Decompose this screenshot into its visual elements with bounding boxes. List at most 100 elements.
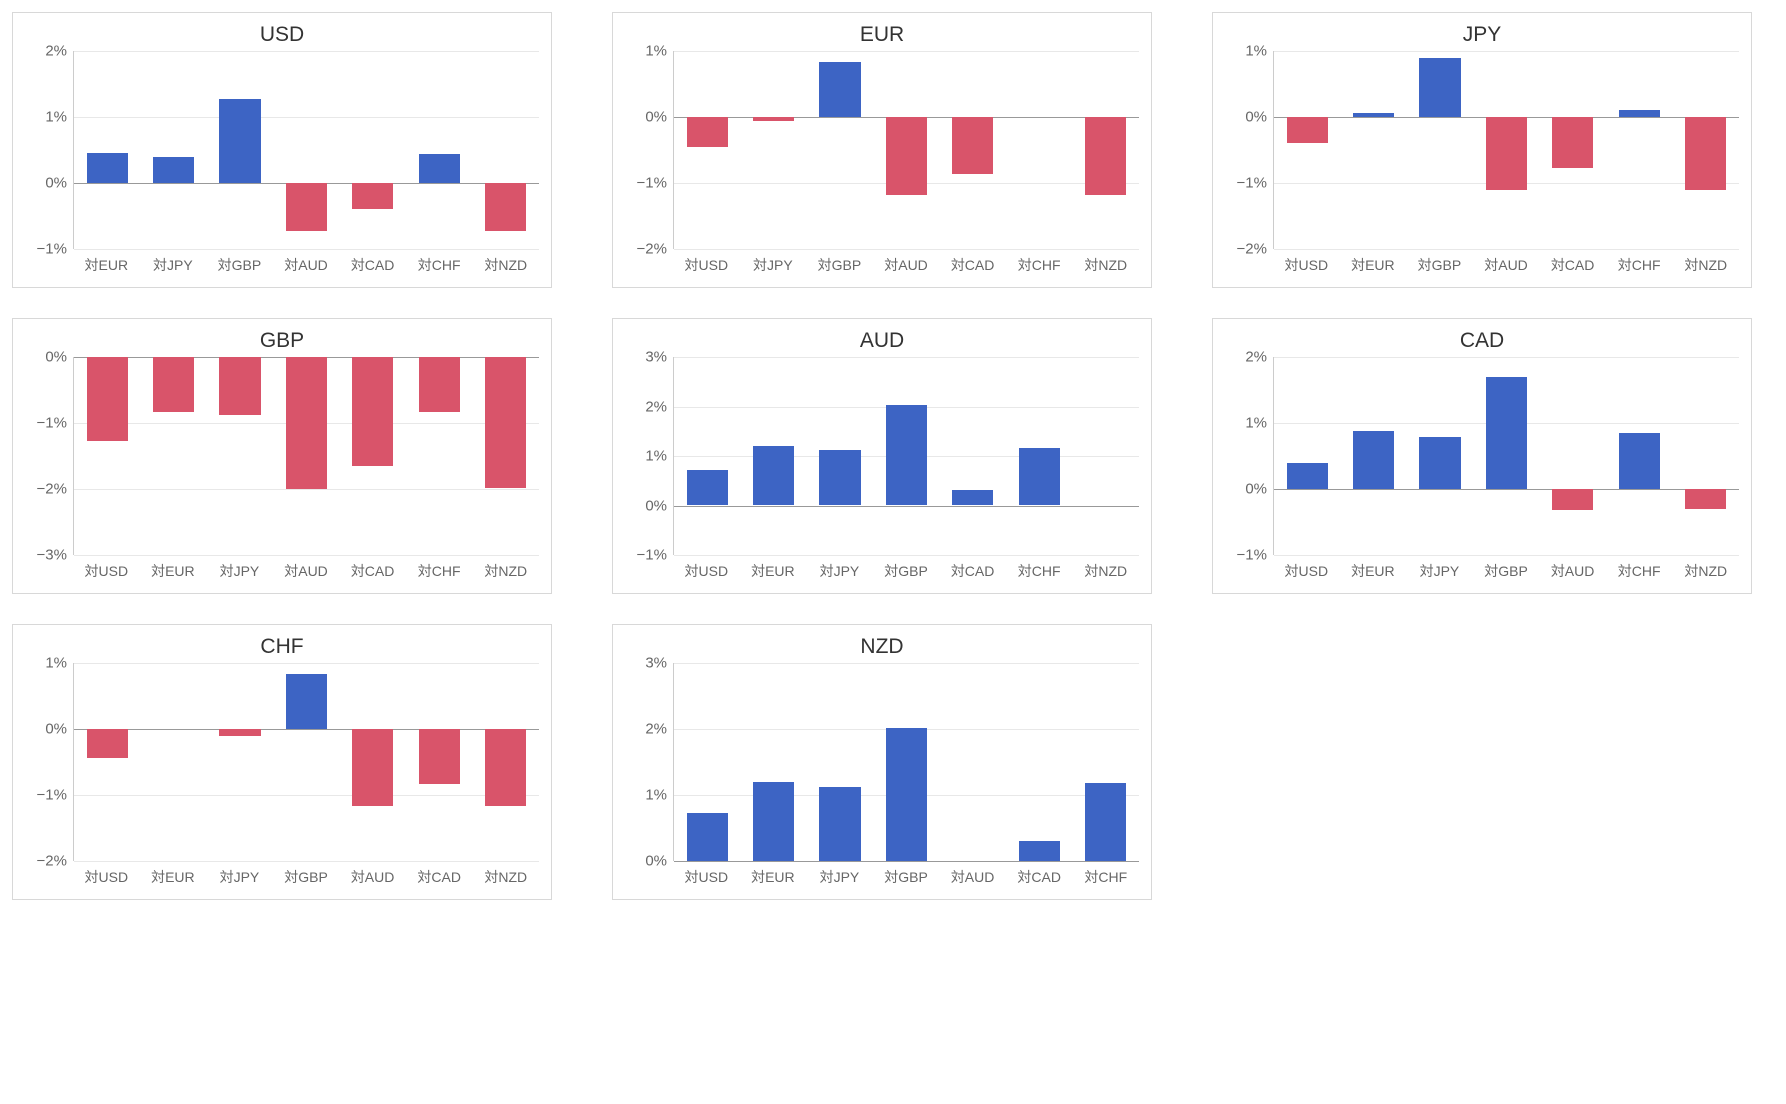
y-tick-label: 1% — [645, 448, 667, 465]
chart-area: −1%0%1%2%3%対USD対EUR対JPY対GBP対CAD対CHF対NZD — [625, 357, 1139, 585]
bar-slot — [1407, 51, 1473, 249]
bar-slot — [406, 663, 472, 861]
y-tick-label: 0% — [45, 175, 67, 192]
bar — [1353, 113, 1394, 117]
bar — [1287, 117, 1328, 143]
y-tick-label: −1% — [1237, 175, 1267, 192]
chart-title: NZD — [625, 635, 1139, 659]
x-tick-label: 対AUD — [939, 861, 1006, 891]
x-tick-label: 対EUR — [740, 555, 807, 585]
x-tick-label: 対NZD — [472, 861, 539, 891]
bar-slot — [1540, 357, 1606, 555]
y-tick-label: 0% — [45, 349, 67, 366]
bar-slot — [473, 51, 539, 249]
bar — [1486, 117, 1527, 190]
bar-slot — [1407, 357, 1473, 555]
bar — [153, 157, 194, 183]
bar — [1019, 841, 1060, 861]
chart-area: −2%−1%0%1%対USD対EUR対JPY対GBP対AUD対CAD対NZD — [25, 663, 539, 891]
bar — [219, 357, 260, 415]
x-tick-label: 対USD — [1273, 249, 1340, 279]
bar — [1685, 117, 1726, 190]
bar-slot — [1606, 357, 1672, 555]
y-axis: 0%1%2%3% — [625, 663, 673, 861]
y-tick-label: 1% — [45, 109, 67, 126]
bars-container — [74, 663, 539, 861]
bar-slot — [1340, 51, 1406, 249]
x-axis: 対USD対EUR対JPY対GBP対AUD対CAD対NZD — [73, 861, 539, 891]
y-tick-label: −2% — [37, 853, 67, 870]
y-tick-label: 0% — [645, 853, 667, 870]
bar-slot — [273, 663, 339, 861]
x-tick-label: 対GBP — [873, 555, 940, 585]
chart-panel-aud: AUD−1%0%1%2%3%対USD対EUR対JPY対GBP対CAD対CHF対N… — [612, 318, 1152, 594]
bar — [87, 153, 128, 183]
bar — [819, 62, 860, 117]
x-tick-label: 対CHF — [1006, 555, 1073, 585]
chart-panel-gbp: GBP−3%−2%−1%0%対USD対EUR対JPY対AUD対CAD対CHF対N… — [12, 318, 552, 594]
chart-area: −1%0%1%2%対USD対EUR対JPY対GBP対AUD対CHF対NZD — [1225, 357, 1739, 585]
y-axis: −2%−1%0%1% — [25, 663, 73, 861]
bar — [952, 117, 993, 174]
chart-panel-usd: USD−1%0%1%2%対EUR対JPY対GBP対AUD対CAD対CHF対NZD — [12, 12, 552, 288]
bar-slot — [340, 357, 406, 555]
bar-slot — [1274, 51, 1340, 249]
bar-slot — [473, 663, 539, 861]
bar — [1619, 433, 1660, 489]
plot-region — [1273, 51, 1739, 249]
bars-container — [1274, 51, 1739, 249]
bar-slot — [207, 663, 273, 861]
bar — [1486, 377, 1527, 489]
bar — [219, 99, 260, 183]
plot-region — [673, 51, 1139, 249]
bar-slot — [674, 357, 740, 555]
x-tick-label: 対EUR — [1340, 555, 1407, 585]
x-tick-label: 対AUD — [273, 249, 340, 279]
bar-slot — [674, 663, 740, 861]
bar — [1287, 463, 1328, 489]
x-tick-label: 対JPY — [140, 249, 207, 279]
bar — [1019, 448, 1060, 506]
x-tick-label: 対NZD — [472, 249, 539, 279]
bar-slot — [1073, 51, 1139, 249]
y-tick-label: −1% — [637, 547, 667, 564]
x-tick-label: 対NZD — [1672, 555, 1739, 585]
x-tick-label: 対EUR — [73, 249, 140, 279]
bar — [1353, 431, 1394, 489]
bar — [687, 813, 728, 861]
x-tick-label: 対AUD — [1473, 249, 1540, 279]
x-tick-label: 対CAD — [406, 861, 473, 891]
bar-slot — [940, 51, 1006, 249]
bar-slot — [1006, 51, 1072, 249]
bar — [1552, 117, 1593, 168]
bar-slot — [140, 51, 206, 249]
bar-slot — [207, 51, 273, 249]
bar-slot — [406, 51, 472, 249]
y-tick-label: 2% — [645, 721, 667, 738]
bar — [886, 728, 927, 861]
bar-slot — [340, 51, 406, 249]
x-tick-label: 対GBP — [273, 861, 340, 891]
bar-slot — [1540, 51, 1606, 249]
bar — [753, 446, 794, 505]
bar — [352, 357, 393, 466]
bar-slot — [1006, 663, 1072, 861]
x-tick-label: 対JPY — [206, 555, 273, 585]
x-tick-label: 対CHF — [1606, 555, 1673, 585]
bar — [286, 674, 327, 729]
bar-slot — [1673, 51, 1739, 249]
chart-area: 0%1%2%3%対USD対EUR対JPY対GBP対AUD対CAD対CHF — [625, 663, 1139, 891]
x-tick-label: 対CAD — [939, 249, 1006, 279]
bar — [485, 357, 526, 488]
bar — [819, 450, 860, 505]
bar-slot — [1006, 357, 1072, 555]
x-tick-label: 対NZD — [1672, 249, 1739, 279]
chart-title: USD — [25, 23, 539, 47]
y-tick-label: −1% — [37, 787, 67, 804]
y-axis: −2%−1%0%1% — [1225, 51, 1273, 249]
bar-slot — [273, 51, 339, 249]
plot-region — [73, 663, 539, 861]
bar-slot — [873, 51, 939, 249]
bar — [419, 357, 460, 412]
bar — [1619, 110, 1660, 117]
